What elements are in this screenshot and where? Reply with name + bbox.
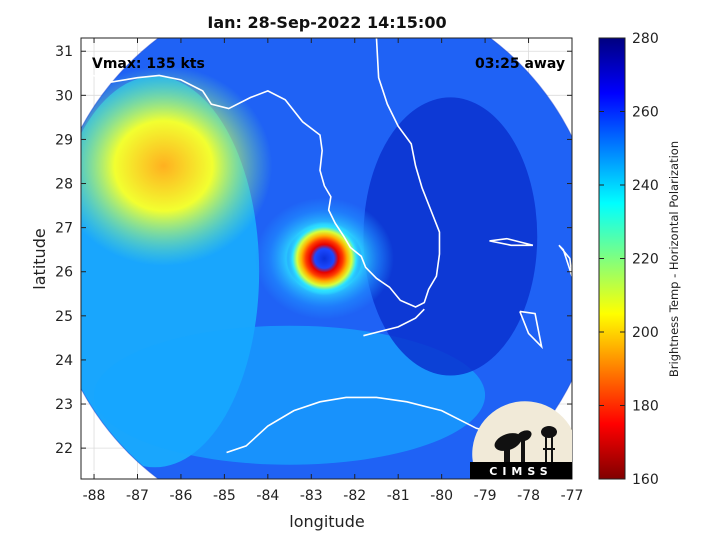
colorbar-tick-label: 160 [632, 472, 659, 488]
colorbar-tick-label: 260 [632, 105, 659, 121]
chart-title: Ian: 28-Sep-2022 14:15:00 [207, 13, 446, 32]
x-tick-label: -78 [517, 488, 540, 504]
y-tick-label: 28 [55, 177, 73, 193]
y-axis-label: latitude [30, 228, 49, 289]
x-tick-label: -82 [343, 488, 366, 504]
x-tick-label: -86 [170, 488, 193, 504]
y-tick-label: 26 [55, 265, 73, 281]
colorbar-tick-label: 200 [632, 325, 659, 341]
logo-dish-icon [494, 430, 532, 462]
x-tick-label: -77 [561, 488, 584, 504]
colorbar-tick-label: 240 [632, 178, 659, 194]
east-cold-region [363, 97, 538, 376]
colorbar-ticks: 160 180 200 220 240 260 280 [599, 31, 659, 488]
colorbar-label: Brightness Temp - Horizontal Polarizatio… [667, 141, 681, 377]
y-tick-label: 29 [55, 132, 73, 148]
bahamas-coastline [489, 237, 534, 247]
florida-coastline [81, 38, 441, 308]
hurricane-eye [287, 221, 362, 296]
x-tick-label: -85 [213, 488, 236, 504]
y-tick-label: 24 [55, 353, 73, 369]
x-tick-label: -81 [387, 488, 410, 504]
x-tick-label: -83 [300, 488, 323, 504]
keys-coastline [363, 308, 425, 337]
bahamas-coastline [519, 310, 543, 350]
northwest-warm-region [81, 65, 273, 266]
x-tick-label: -79 [474, 488, 497, 504]
y-tick-label: 23 [55, 397, 73, 413]
colorbar-tick-label: 180 [632, 399, 659, 415]
plot-frame [80, 37, 573, 480]
y-tick-label: 31 [55, 44, 73, 60]
x-tick-label: -87 [126, 488, 149, 504]
y-tick-label: 25 [55, 309, 73, 325]
imagery-layer [81, 38, 572, 479]
south-swath-field [94, 325, 486, 465]
x-tick-label: -84 [256, 488, 279, 504]
x-axis-label: longitude [289, 512, 364, 531]
logo-banner [470, 462, 572, 479]
x-tick-label: -88 [83, 488, 106, 504]
axis-ticks: -88 -87 -86 -85 -84 -83 -82 -81 -80 -79 -78 -77 22 23… [55, 38, 583, 504]
y-tick-label: 27 [55, 221, 73, 237]
x-tick-label: -80 [430, 488, 453, 504]
logo-label: CIMSS [489, 465, 552, 478]
vmax-annotation: Vmax: 135 kts [92, 56, 205, 72]
y-tick-label: 22 [55, 441, 73, 457]
colorbar-tick-label: 280 [632, 31, 659, 47]
y-tick-label: 30 [55, 88, 73, 104]
bahamas-coastline [558, 244, 572, 277]
time-away-annotation: 03:25 away [475, 56, 565, 72]
colorbar-tick-label: 220 [632, 252, 659, 268]
cimss-logo: CIMSS [470, 401, 572, 479]
logo-tower-icon [541, 426, 557, 462]
